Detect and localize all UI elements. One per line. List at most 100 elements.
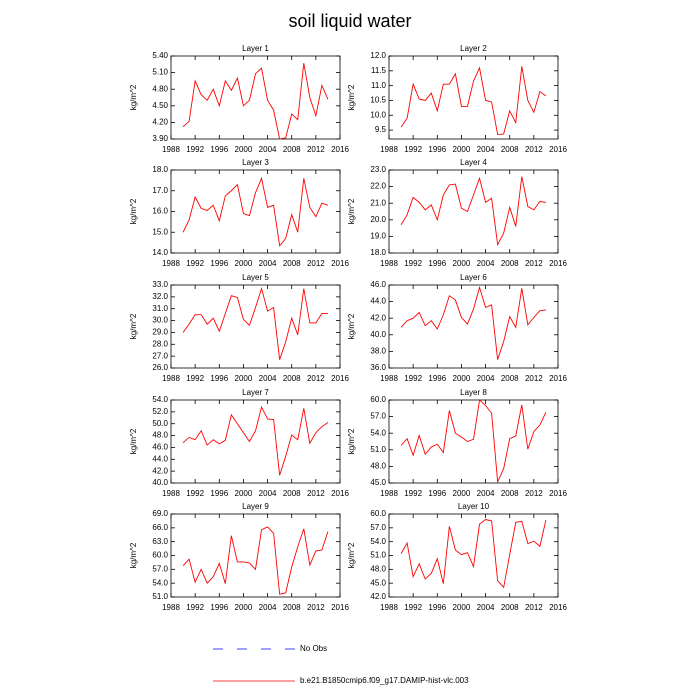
y-tick-label: 52.0 [152,407,168,416]
y-axis-label: kg/m^2 [347,84,356,110]
x-tick-label: 2000 [453,489,471,498]
x-tick-label: 2004 [259,374,277,383]
data-line [182,63,329,140]
x-tick-label: 2008 [283,603,301,612]
x-tick-label: 1988 [162,374,180,383]
y-tick-label: 48.0 [370,564,386,573]
data-line [182,526,329,595]
x-tick-label: 2004 [259,259,277,268]
x-tick-label: 2016 [331,489,349,498]
y-tick-label: 20.0 [370,215,386,224]
y-tick-label: 57.0 [370,412,386,421]
x-tick-label: 2008 [501,145,519,154]
x-tick-label: 2012 [307,489,325,498]
y-tick-label: 51.0 [152,592,168,601]
y-tick-label: 51.0 [370,551,386,560]
y-tick-label: 27.0 [152,351,168,360]
y-tick-label: 44.0 [152,454,168,463]
panel-title: Layer 9 [242,502,269,511]
legend-label: b.e21.B1850cmip6.f09_g17.DAMIP-hist-vlc.… [300,676,469,685]
x-tick-label: 1988 [162,489,180,498]
data-line [400,399,547,484]
y-tick-label: 4.80 [152,84,168,93]
y-axis-label: kg/m^2 [347,428,356,454]
x-tick-label: 1992 [186,374,204,383]
x-tick-label: 2012 [525,489,543,498]
x-tick-label: 1996 [210,489,228,498]
y-tick-label: 15.0 [152,227,168,236]
panel-title: Layer 1 [242,44,269,53]
x-tick-label: 2008 [501,259,519,268]
x-tick-label: 2012 [307,259,325,268]
y-tick-label: 57.0 [152,564,168,573]
x-tick-label: 2004 [477,603,495,612]
panel-title: Layer 3 [242,158,269,167]
plot-frame [170,399,341,484]
plot-frame [388,399,559,484]
x-tick-label: 2012 [525,259,543,268]
x-tick-label: 2016 [549,374,567,383]
x-tick-label: 1996 [428,374,446,383]
x-tick-label: 1992 [186,489,204,498]
y-tick-label: 14.0 [152,248,168,257]
x-tick-label: 1992 [186,259,204,268]
y-tick-label: 40.0 [152,478,168,487]
y-axis-label: kg/m^2 [129,313,138,339]
x-tick-label: 2016 [549,259,567,268]
x-tick-label: 2012 [307,603,325,612]
data-line [400,519,547,589]
x-tick-label: 2016 [549,145,567,154]
x-tick-label: 1996 [428,145,446,154]
x-tick-label: 2008 [283,374,301,383]
y-tick-label: 60.0 [370,509,386,518]
x-tick-label: 1996 [428,259,446,268]
y-tick-label: 36.0 [370,363,386,372]
panel-title: Layer 10 [458,502,490,511]
x-tick-label: 1996 [210,259,228,268]
x-tick-label: 1992 [404,489,422,498]
y-tick-label: 29.0 [152,328,168,337]
y-tick-label: 33.0 [152,280,168,289]
y-axis-label: kg/m^2 [129,428,138,454]
y-tick-label: 22.0 [370,182,386,191]
x-tick-label: 1988 [162,603,180,612]
x-tick-label: 1996 [210,145,228,154]
y-tick-label: 45.0 [370,478,386,487]
data-line [400,285,546,360]
y-tick-label: 5.10 [152,68,168,77]
data-line [182,176,329,247]
y-tick-label: 48.0 [152,431,168,440]
x-tick-label: 2016 [331,259,349,268]
y-tick-label: 11.0 [371,81,387,90]
y-tick-label: 16.0 [152,207,168,216]
figure-title: soil liquid water [288,11,411,31]
panel-title: Layer 8 [460,388,487,397]
plot-frame [170,169,341,254]
y-tick-label: 4.50 [152,101,168,110]
x-tick-label: 2000 [235,603,253,612]
y-tick-label: 9.5 [375,125,387,134]
y-tick-label: 57.0 [370,523,386,532]
x-tick-label: 1992 [404,374,422,383]
x-tick-label: 2000 [453,374,471,383]
data-line [400,66,547,136]
x-tick-label: 1988 [380,145,398,154]
x-tick-label: 2004 [477,489,495,498]
x-tick-label: 2012 [525,374,543,383]
x-tick-label: 1988 [162,145,180,154]
y-tick-label: 38.0 [370,347,386,356]
y-tick-label: 69.0 [152,509,168,518]
x-tick-label: 2000 [235,374,253,383]
x-tick-label: 1988 [162,259,180,268]
plot-frame [388,513,559,598]
x-tick-label: 1992 [404,603,422,612]
x-tick-label: 1988 [380,259,398,268]
y-tick-label: 66.0 [152,523,168,532]
x-tick-label: 1996 [210,374,228,383]
y-tick-label: 60.0 [370,395,386,404]
y-tick-label: 23.0 [370,165,386,174]
y-axis-label: kg/m^2 [347,542,356,568]
x-tick-label: 2004 [259,145,277,154]
x-tick-label: 2004 [477,259,495,268]
